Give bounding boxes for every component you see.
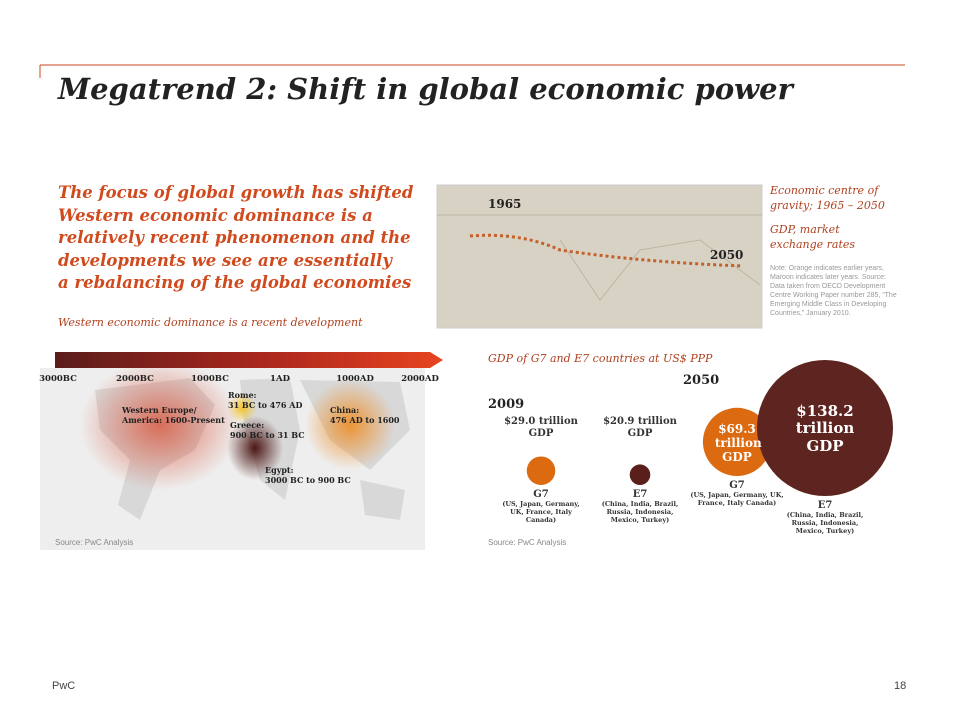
year-label: 2050 bbox=[683, 373, 720, 388]
gravity-path bbox=[469, 233, 743, 268]
gravity-end: 2050 bbox=[710, 248, 744, 262]
region-line: 900 BC to 31 BC bbox=[230, 430, 305, 440]
group-name: E7 bbox=[817, 500, 833, 511]
region-label: Greece: 900 BC to 31 BC bbox=[230, 420, 305, 440]
rome-heat bbox=[227, 393, 257, 423]
gdp-value: $20.9 trillion bbox=[603, 416, 677, 427]
gdp-value: $69.3 trillion bbox=[714, 421, 762, 450]
region-line: Greece: bbox=[230, 420, 265, 430]
page-number: 18 bbox=[894, 680, 907, 692]
gdp-source: Source: PwC Analysis bbox=[488, 538, 567, 547]
group-name: G7 bbox=[729, 480, 745, 491]
gdp-bubble bbox=[702, 407, 772, 476]
region-label: Rome: 31 BC to 476 AD bbox=[228, 390, 302, 410]
gravity-basis: GDP, market exchange rates bbox=[770, 223, 856, 251]
history-source: Source: PwC Analysis bbox=[55, 538, 134, 547]
gdp-bubble bbox=[757, 360, 893, 496]
gdp-bubble bbox=[629, 464, 651, 485]
gravity-caption: Economic centre of gravity; 1965 – 2050 bbox=[770, 184, 885, 212]
group-members: (US, Japan, Germany, UK, France, Italy C… bbox=[690, 491, 784, 507]
headline-line: Western economic dominance is a bbox=[58, 205, 373, 225]
region-line: Rome: bbox=[228, 390, 257, 400]
gdp-unit: GDP bbox=[627, 428, 653, 439]
headline-line: relatively recent phenomenon and the bbox=[58, 228, 411, 247]
region-line: America: 1600-Present bbox=[122, 415, 225, 425]
gdp-unit: GDP bbox=[806, 436, 844, 455]
headline: The focus of global growth has shifted We… bbox=[58, 182, 413, 295]
bubbles bbox=[526, 360, 893, 496]
group-name: E7 bbox=[632, 489, 648, 500]
region-line: 476 AD to 1600 bbox=[330, 415, 400, 425]
year-label: 2009 bbox=[488, 397, 525, 412]
timeline-label: 2000AD bbox=[401, 374, 439, 384]
headline-line: a rebalancing of the global economies bbox=[58, 273, 412, 292]
gravity-note: Note: Orange indicates earlier years, Ma… bbox=[770, 265, 897, 317]
region-label: Western Europe/America: 1600-Present bbox=[122, 405, 225, 425]
region-label: Egypt: 3000 BC to 900 BC bbox=[265, 465, 351, 485]
gdp-bubble bbox=[526, 456, 556, 486]
china-heat bbox=[305, 380, 395, 470]
map-lines bbox=[437, 214, 762, 301]
gravity-start: 1965 bbox=[488, 197, 522, 211]
region-line: China: bbox=[330, 405, 360, 415]
timeline-label: 1000BC bbox=[191, 374, 229, 384]
group-members: (US, Japan, Germany, UK, France, Italy C… bbox=[502, 500, 580, 524]
region-line: 31 BC to 476 AD bbox=[228, 400, 303, 410]
region-label: China: 476 AD to 1600 bbox=[330, 405, 400, 425]
region-line: 3000 BC to 900 BC bbox=[265, 475, 351, 485]
timeline-label: 3000BC bbox=[39, 374, 77, 384]
headline-line: The focus of global growth has shifted bbox=[58, 183, 414, 202]
timeline-label: 2000BC bbox=[116, 374, 154, 384]
title: Megatrend 2: Shift in global economic po… bbox=[58, 72, 793, 106]
egypt-heat bbox=[227, 416, 283, 480]
group-members: (China, India, Brazil, Russia, Indonesia… bbox=[601, 500, 679, 524]
gdp-title: GDP of G7 and E7 countries at US$ PPP bbox=[488, 352, 713, 365]
timeline-label: 1AD bbox=[270, 374, 290, 384]
timeline-arrow bbox=[55, 352, 443, 368]
western-heat bbox=[80, 360, 240, 490]
headline-line: developments we see are essentially bbox=[58, 250, 392, 270]
region-line: Egypt: bbox=[265, 465, 294, 475]
timeline-label: 1000AD bbox=[336, 374, 374, 384]
region-line: Western Europe/ bbox=[122, 405, 197, 415]
group-members: (China, India, Brazil, Russia, Indonesia… bbox=[786, 511, 864, 535]
gdp-unit: GDP bbox=[528, 428, 554, 439]
history-subtitle: Western economic dominance is a recent d… bbox=[58, 316, 363, 329]
gdp-value: $29.0 trillion bbox=[504, 416, 578, 427]
footer-brand: PwC bbox=[52, 680, 76, 692]
group-name: G7 bbox=[533, 489, 549, 500]
gdp-unit: GDP bbox=[722, 449, 752, 464]
gdp-value: $138.2 trillion bbox=[795, 401, 855, 437]
